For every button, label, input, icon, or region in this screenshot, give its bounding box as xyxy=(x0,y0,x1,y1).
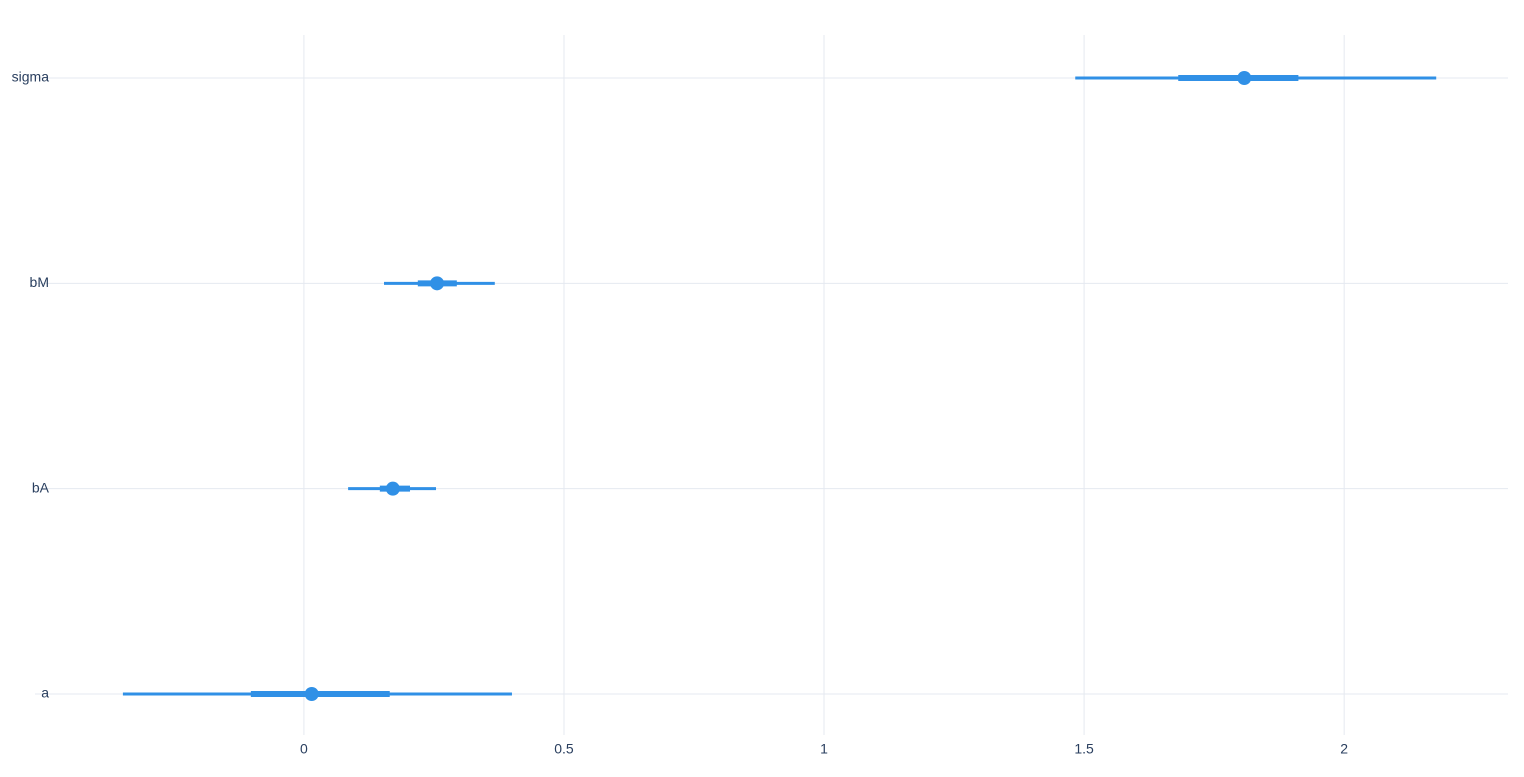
x-tick-label: 0 xyxy=(300,741,308,757)
point-estimate xyxy=(1237,71,1252,85)
x-tick-label: 2 xyxy=(1340,741,1348,757)
x-tick-label: 1.5 xyxy=(1074,741,1094,757)
x-tick-label: 0.5 xyxy=(554,741,574,757)
y-tick-label: a xyxy=(41,685,49,701)
y-tick-label: bM xyxy=(30,274,49,290)
y-tick-label: bA xyxy=(32,479,50,495)
point-estimate xyxy=(430,276,445,291)
x-tick-label: 1 xyxy=(820,741,828,757)
y-tick-label: sigma xyxy=(12,69,50,85)
point-estimate xyxy=(385,481,400,496)
point-estimate xyxy=(304,687,319,701)
